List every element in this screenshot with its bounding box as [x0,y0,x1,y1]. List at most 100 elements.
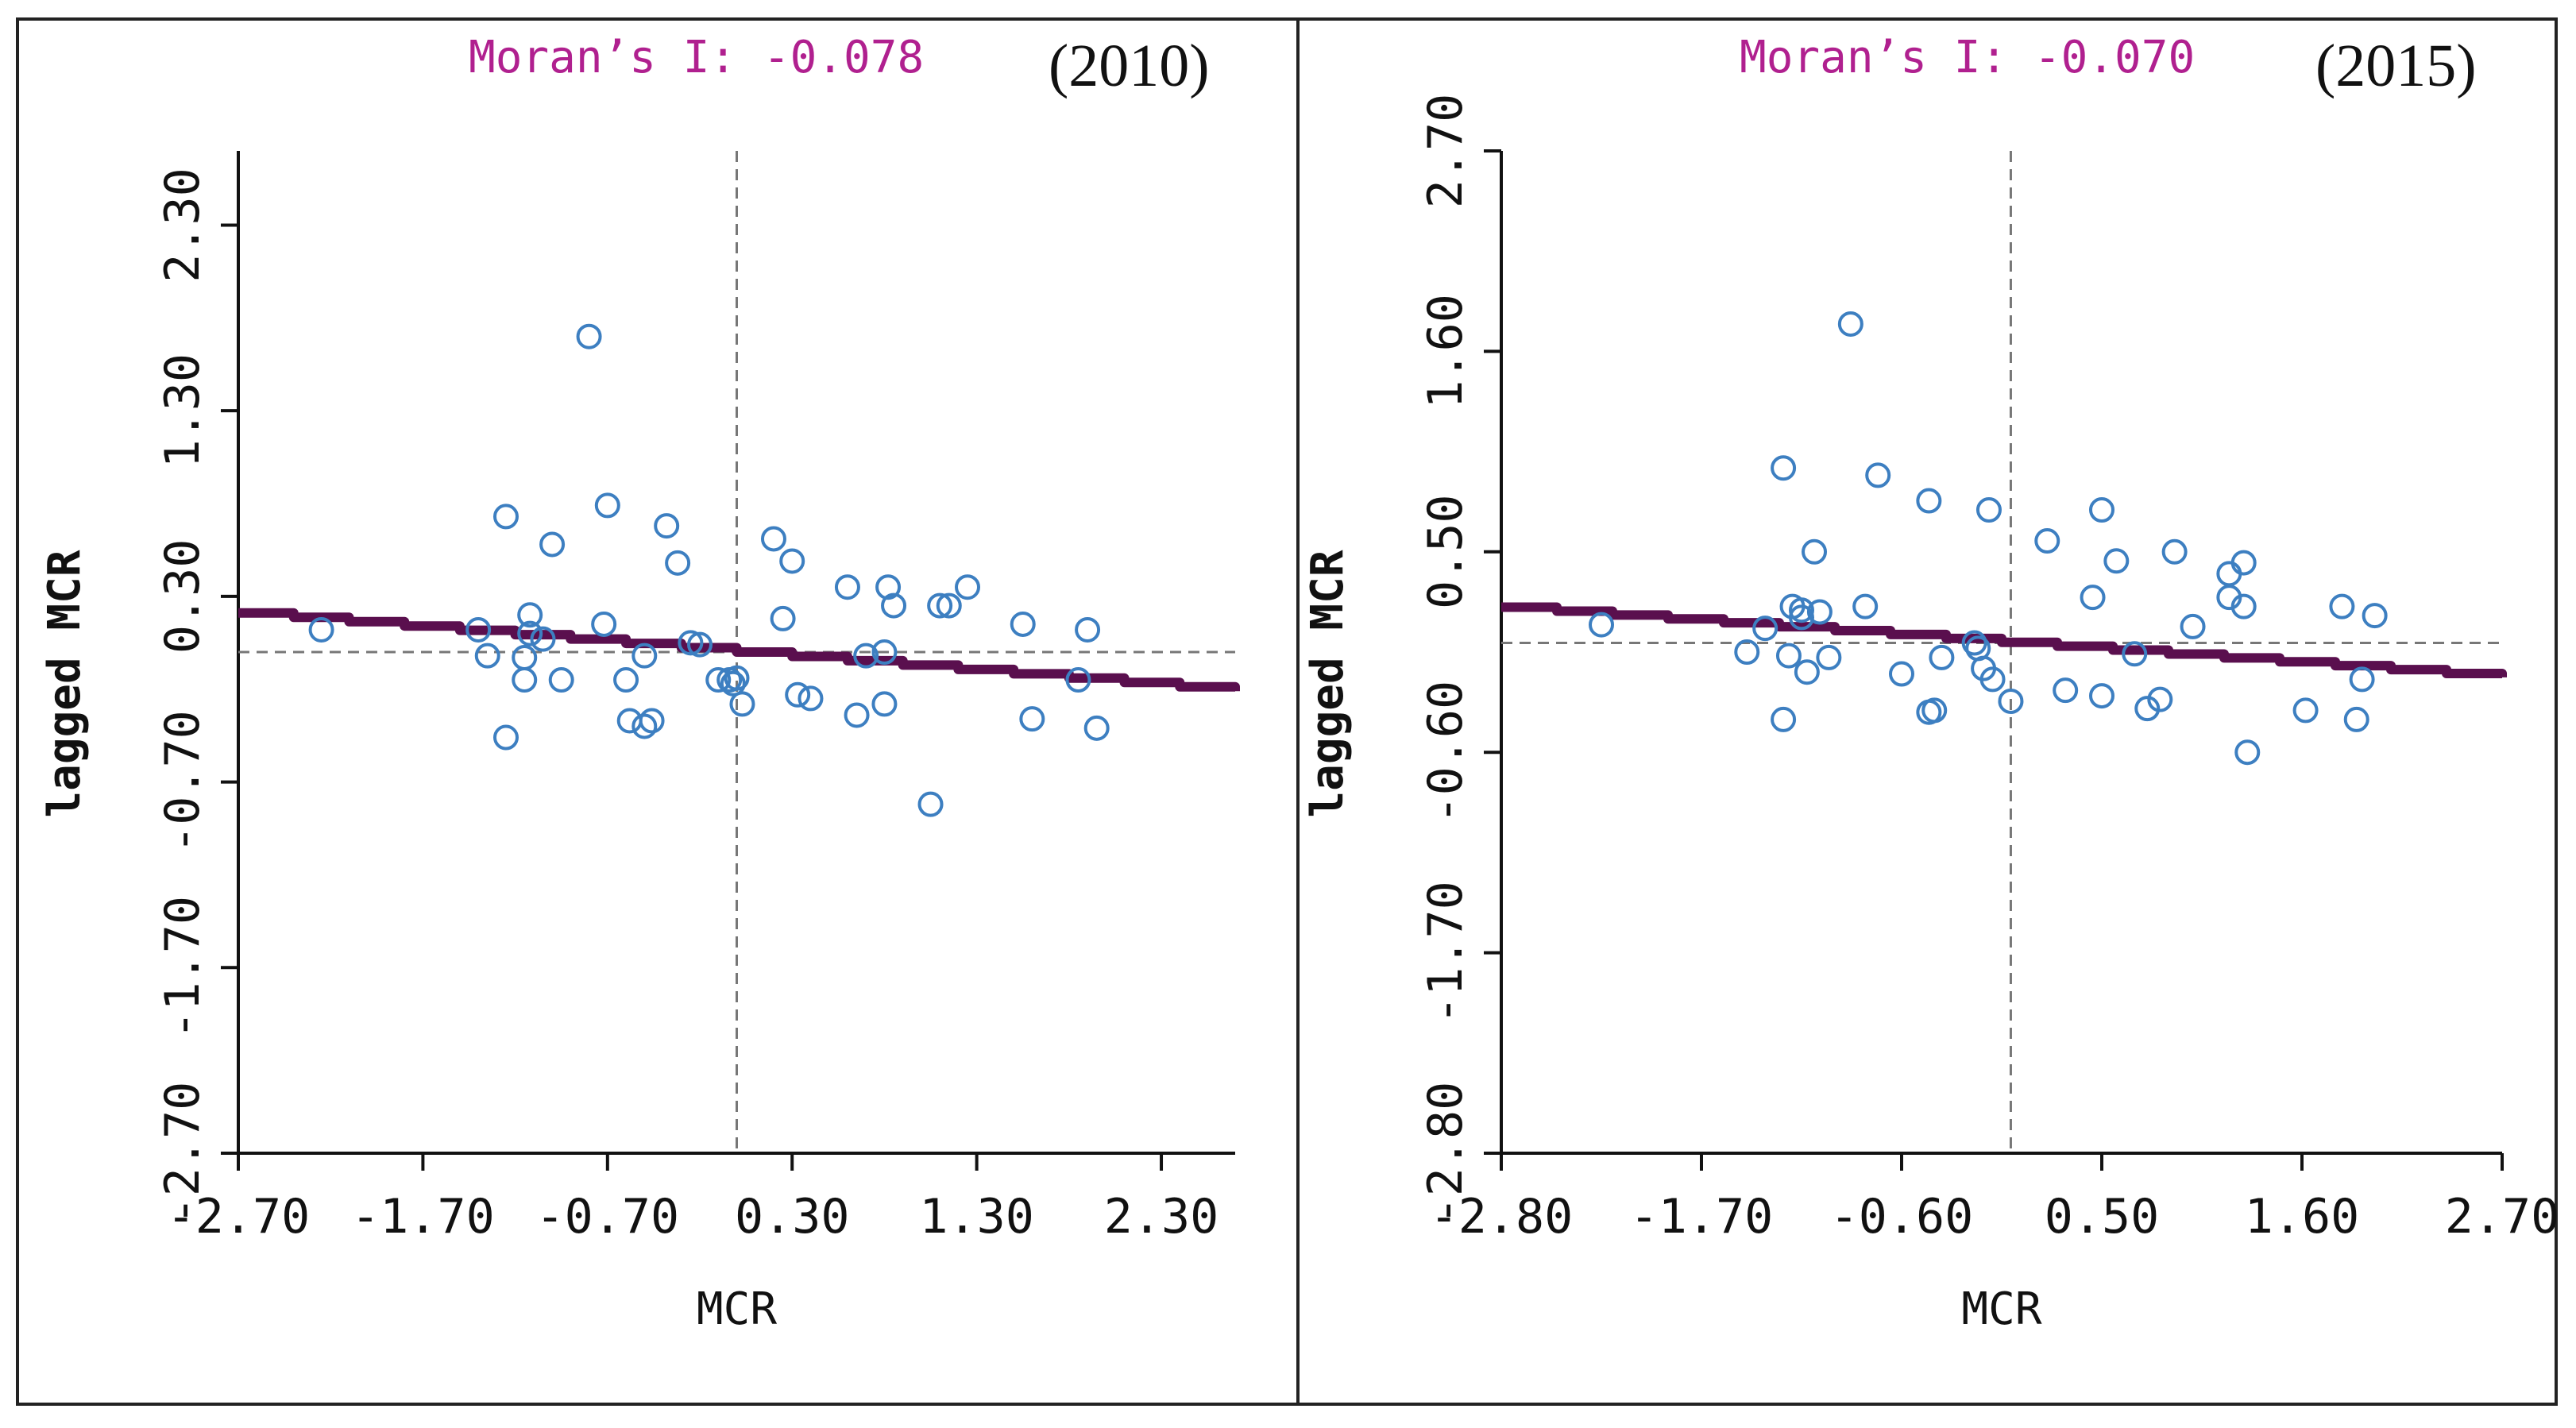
data-point [548,667,574,693]
data-point [779,548,805,574]
data-point [613,667,639,693]
scatter-plot-2015: -2.80 -1.70 -0.60 0.50 1.60 2.70 -2.80 -1.70 -0.… [1302,94,2559,1335]
data-point [517,620,543,646]
panel-divider [1296,17,1300,1406]
data-point [2292,697,2319,724]
y-tick-label: 1.60 [1418,294,1473,409]
data-point [1975,497,2002,523]
data-point [760,526,786,552]
data-point [616,708,643,734]
data-point [665,550,691,576]
data-point [639,708,665,734]
chart-panel-2015: Moran’s I: -0.070 (2015) -2.80 -1.70 -0.60… [1287,0,2574,1428]
data-point [530,626,556,652]
data-point [492,504,519,530]
data-point [844,702,870,728]
data-point [474,643,500,669]
data-point [875,574,902,600]
data-point [881,592,907,619]
data-point [2349,666,2375,693]
data-point [1921,697,1948,724]
data-point [2230,593,2257,619]
x-axis-title: MCR [1961,1283,2041,1335]
scatter-plot-2010: -2.70 -1.70 -0.70 0.30 1.30 2.30 -2.70 -1.70 -0.… [39,151,1240,1335]
figure-frame [16,17,2558,1406]
y-tick-label: 1.30 [155,353,210,469]
data-point [2329,593,2355,619]
data-point [871,639,898,665]
data-point [1771,706,1797,732]
moran-i-label: Moran’s I: -0.070 [1740,32,2196,83]
y-tick-label: -2.70 [155,1082,210,1225]
data-point [1802,538,1828,565]
x-tick-label: -1.70 [1630,1189,1774,1245]
data-point [770,605,796,631]
data-point [308,616,334,643]
y-tick-label: -0.70 [155,710,210,854]
data-point [576,323,602,349]
data-point [2230,550,2257,576]
data-point [871,691,898,717]
data-point [687,631,713,658]
data-point [2089,683,2114,709]
data-point [1929,644,1955,670]
data-point [2362,603,2388,629]
data-point [785,681,811,708]
data-point [1019,706,1045,732]
data-point [2234,739,2261,766]
data-point [1075,616,1101,643]
data-point [936,592,962,619]
chart-panel-2010: Moran’s I: -0.078 (2010) -2.70 -1.70 -0.70… [0,0,1287,1428]
data-point [1789,597,1814,623]
data-point [1852,593,1879,619]
data-point [1083,715,1110,741]
year-label: (2015) [2315,33,2477,99]
data-point [834,574,860,600]
data-point [853,643,879,669]
data-point [2034,528,2060,554]
data-point [1589,612,1614,638]
data-point [654,513,680,539]
data-point [631,643,658,669]
data-point [798,685,824,712]
y-tick-label: 2.30 [155,168,210,283]
x-tick-label: -0.70 [536,1189,680,1245]
data-point [512,645,538,671]
moran-i-label: Moran’s I: -0.078 [469,32,925,83]
data-point [1794,659,1820,685]
data-point [492,724,519,751]
x-axis-title: MCR [697,1283,777,1335]
y-tick-label: -0.60 [1418,681,1473,824]
data-point [591,611,617,637]
y-tick-label: 2.70 [1418,94,1473,209]
x-tick-label: 0.30 [735,1189,850,1245]
data-point [724,665,750,691]
data-point [512,667,538,693]
x-tick-label: 0.50 [2045,1189,2160,1245]
data-point [2134,696,2161,722]
y-tick-label: -1.70 [1418,881,1473,1025]
data-point [955,574,981,600]
data-point [1806,599,1833,625]
y-axis-title: lagged MCR [39,550,91,817]
data-point [2089,497,2114,523]
x-tick-label: -1.70 [351,1189,495,1245]
y-tick-label: 0.50 [1418,495,1473,610]
data-point [517,602,543,628]
data-point [539,531,566,558]
data-point [1979,666,2006,693]
data-point [594,492,620,519]
data-point [1775,643,1802,669]
data-point [2343,706,2369,732]
data-point [1998,688,2024,714]
data-point [1065,667,1091,693]
data-point [1771,455,1797,481]
y-axis-title: lagged MCR [1302,550,1354,817]
x-tick-label: 1.60 [2245,1189,2360,1245]
data-point [1734,639,1760,665]
x-tick-label: -0.60 [1830,1189,1974,1245]
data-point [465,616,492,643]
data-point [1961,630,1987,656]
data-point [1010,611,1036,637]
data-point [2053,677,2079,704]
